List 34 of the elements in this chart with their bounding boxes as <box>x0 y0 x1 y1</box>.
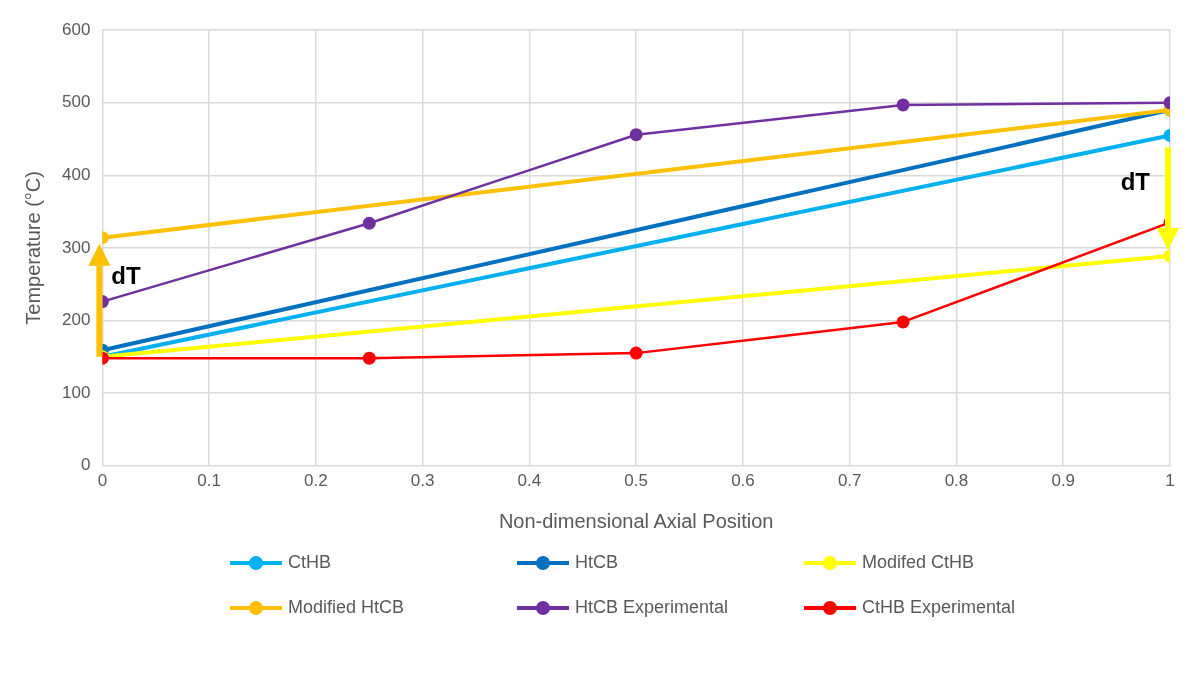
x-tick-label: 0.7 <box>837 471 862 491</box>
legend-label: HtCB Experimental <box>575 597 729 618</box>
x-tick-label: 0.8 <box>944 471 969 491</box>
y-tick-label: 0 <box>80 455 91 475</box>
x-tick-label: 0.1 <box>197 471 221 491</box>
legend-label: CtHB <box>288 552 332 573</box>
x-tick-label: 0.2 <box>304 471 328 491</box>
legend-label: Modified HtCB <box>288 597 405 618</box>
point <box>362 216 376 230</box>
point <box>896 98 910 112</box>
point <box>629 128 643 142</box>
y-tick-label: 100 <box>61 382 91 402</box>
x-tick-label: 0.4 <box>517 471 542 491</box>
point <box>629 346 643 360</box>
point <box>896 315 910 329</box>
x-tick-label: 0.5 <box>624 471 648 491</box>
x-axis-title: Non-dimensional Axial Position <box>498 509 774 532</box>
x-tick-label: 0.6 <box>731 471 755 491</box>
x-tick-label: 0.3 <box>410 471 435 491</box>
x-tick-label: 1 <box>1165 471 1175 491</box>
y-tick-label: 500 <box>61 92 91 112</box>
x-tick-label: 0 <box>97 471 108 491</box>
y-tick-label: 600 <box>61 19 91 39</box>
legend-label: HtCB <box>575 552 619 573</box>
x-tick-label: 0.9 <box>1051 471 1076 491</box>
y-tick-label: 300 <box>61 237 91 257</box>
y-tick-label: 200 <box>61 310 91 330</box>
annotation: dT <box>111 261 142 289</box>
y-axis-title: Temperature (°C) <box>21 171 44 325</box>
legend-label: CtHB Experimental <box>862 597 1016 618</box>
y-tick-label: 400 <box>61 165 91 185</box>
point <box>362 351 376 365</box>
legend-label: Modifed CtHB <box>862 552 975 573</box>
annotation: dT <box>1120 167 1151 195</box>
